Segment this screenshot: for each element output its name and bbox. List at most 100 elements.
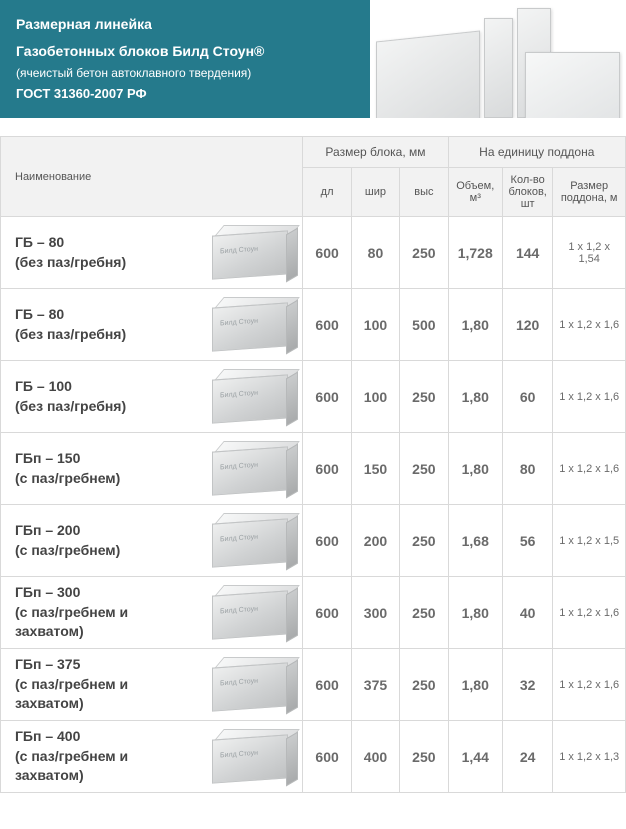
col-head-name: Наименование [1, 137, 303, 217]
volume-value: 1,80 [448, 361, 502, 433]
volume-value: 1,44 [448, 721, 502, 793]
title-main: Размерная линейка [16, 14, 354, 35]
product-code: ГБ – 100 [15, 378, 72, 394]
block-thumbnail-icon: Билд Стоун [208, 225, 298, 281]
width-value: 150 [351, 433, 399, 505]
pallet-size-value: 1 x 1,2 x 1,54 [553, 217, 626, 289]
length-value: 600 [303, 361, 351, 433]
name-cell: ГБп – 300 (с паз/гребнем и захватом) Билд … [1, 577, 303, 649]
title-sub: (ячеистый бетон автоклавного твердения) [16, 64, 354, 82]
hero-block-icon [484, 18, 513, 118]
product-code: ГБ – 80 [15, 234, 64, 250]
title-brand: Газобетонных блоков Билд Стоун® [16, 41, 354, 62]
width-value: 400 [351, 721, 399, 793]
volume-value: 1,80 [448, 289, 502, 361]
title-gost: ГОСТ 31360-2007 РФ [16, 84, 354, 104]
volume-value: 1,80 [448, 577, 502, 649]
count-value: 60 [502, 361, 552, 433]
name-cell: ГБ – 80 (без паз/гребня) Билд Стоун [1, 289, 303, 361]
count-value: 56 [502, 505, 552, 577]
pallet-size-value: 1 x 1,2 x 1,6 [553, 289, 626, 361]
table-row: ГБп – 150 (с паз/гребнем) Билд Стоун600150… [1, 433, 626, 505]
count-value: 40 [502, 577, 552, 649]
count-value: 24 [502, 721, 552, 793]
product-name: ГБп – 375 (с паз/гребнем и захватом) [15, 655, 198, 714]
length-value: 600 [303, 505, 351, 577]
product-name: ГБп – 150 (с паз/гребнем) [15, 449, 198, 488]
pallet-size-value: 1 x 1,2 x 1,6 [553, 577, 626, 649]
table-row: ГБ – 80 (без паз/гребня) Билд Стоун6008025… [1, 217, 626, 289]
width-value: 100 [351, 289, 399, 361]
name-cell: ГБ – 80 (без паз/гребня) Билд Стоун [1, 217, 303, 289]
block-thumbnail-icon: Билд Стоун [208, 441, 298, 497]
block-thumbnail-icon: Билд Стоун [208, 513, 298, 569]
name-cell: ГБп – 375 (с паз/гребнем и захватом) Билд … [1, 649, 303, 721]
product-variant: (с паз/гребнем) [15, 541, 198, 561]
width-value: 80 [351, 217, 399, 289]
height-value: 250 [400, 649, 448, 721]
block-thumbnail-icon: Билд Стоун [208, 297, 298, 353]
height-value: 500 [400, 289, 448, 361]
block-thumbnail-icon: Билд Стоун [208, 585, 298, 641]
height-value: 250 [400, 505, 448, 577]
product-name: ГБп – 400(с паз/гребнем и захватом) [15, 727, 198, 786]
product-code: ГБп – 150 [15, 450, 80, 466]
height-value: 250 [400, 433, 448, 505]
product-code: ГБп – 300 [15, 584, 80, 600]
table-row: ГБп – 375 (с паз/гребнем и захватом) Билд … [1, 649, 626, 721]
product-variant: (с паз/гребнем и захватом) [15, 603, 198, 642]
col-head-width: шир [351, 168, 399, 217]
table-row: ГБп – 200 (с паз/гребнем) Билд Стоун600200… [1, 505, 626, 577]
hero-block-icon [525, 52, 620, 118]
width-value: 200 [351, 505, 399, 577]
count-value: 32 [502, 649, 552, 721]
header-title-block: Размерная линейка Газобетонных блоков Би… [0, 0, 370, 118]
product-variant: (с паз/гребнем) [15, 469, 198, 489]
col-head-height: выс [400, 168, 448, 217]
length-value: 600 [303, 649, 351, 721]
pallet-size-value: 1 x 1,2 x 1,3 [553, 721, 626, 793]
page-header: Размерная линейка Газобетонных блоков Би… [0, 0, 626, 118]
height-value: 250 [400, 217, 448, 289]
product-variant: (с паз/гребнем и захватом) [15, 747, 198, 786]
col-head-pallet-group: На единицу поддона [448, 137, 625, 168]
product-code: ГБп – 375 [15, 656, 80, 672]
name-cell: ГБп – 200 (с паз/гребнем) Билд Стоун [1, 505, 303, 577]
col-head-length: дл [303, 168, 351, 217]
size-table: Наименование Размер блока, мм На единицу… [0, 136, 626, 793]
name-cell: ГБп – 150 (с паз/гребнем) Билд Стоун [1, 433, 303, 505]
col-head-volume: Объем, м³ [448, 168, 502, 217]
length-value: 600 [303, 577, 351, 649]
volume-value: 1,80 [448, 433, 502, 505]
pallet-size-value: 1 x 1,2 x 1,6 [553, 649, 626, 721]
product-variant: (без паз/гребня) [15, 325, 198, 345]
product-name: ГБ – 80 (без паз/гребня) [15, 233, 198, 272]
product-code: ГБп – 200 [15, 522, 80, 538]
count-value: 144 [502, 217, 552, 289]
table-row: ГБп – 400(с паз/гребнем и захватом)Билд … [1, 721, 626, 793]
volume-value: 1,68 [448, 505, 502, 577]
count-value: 120 [502, 289, 552, 361]
pallet-size-value: 1 x 1,2 x 1,6 [553, 433, 626, 505]
col-head-count: Кол-во блоков, шт [502, 168, 552, 217]
table-row: ГБ – 80 (без паз/гребня) Билд Стоун6001005… [1, 289, 626, 361]
length-value: 600 [303, 433, 351, 505]
width-value: 375 [351, 649, 399, 721]
length-value: 600 [303, 289, 351, 361]
width-value: 300 [351, 577, 399, 649]
col-head-pallet-size: Размер поддона, м [553, 168, 626, 217]
table-row: ГБ – 100(без паз/гребня)Билд Стоун600100… [1, 361, 626, 433]
block-thumbnail-icon: Билд Стоун [208, 657, 298, 713]
length-value: 600 [303, 217, 351, 289]
product-code: ГБ – 80 [15, 306, 64, 322]
product-name: ГБ – 100(без паз/гребня) [15, 377, 198, 416]
table-row: ГБп – 300 (с паз/гребнем и захватом) Билд … [1, 577, 626, 649]
product-variant: (без паз/гребня) [15, 253, 198, 273]
header-hero-image [370, 0, 626, 118]
count-value: 80 [502, 433, 552, 505]
name-cell: ГБ – 100(без паз/гребня)Билд Стоун [1, 361, 303, 433]
product-variant: (с паз/гребнем и захватом) [15, 675, 198, 714]
width-value: 100 [351, 361, 399, 433]
product-name: ГБ – 80 (без паз/гребня) [15, 305, 198, 344]
col-head-size-group: Размер блока, мм [303, 137, 448, 168]
